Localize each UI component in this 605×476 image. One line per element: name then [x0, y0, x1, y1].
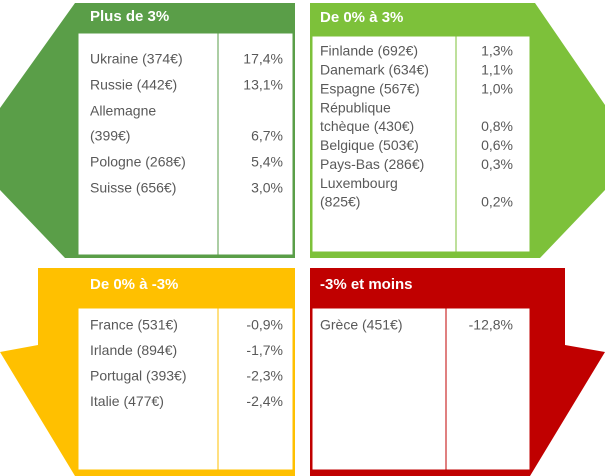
panel-box: [77, 307, 294, 471]
growth-value: 6,7%: [251, 128, 283, 144]
panel-box: [311, 35, 531, 253]
country-label: République: [320, 100, 391, 116]
country-label: Finlande (692€): [320, 43, 418, 59]
country-label: (399€): [90, 128, 130, 144]
panel-title: Plus de 3%: [90, 8, 169, 25]
country-label: Allemagne: [90, 103, 156, 119]
panel-box: [311, 307, 531, 471]
country-label: Luxembourg: [320, 175, 398, 191]
growth-value: 1,0%: [481, 81, 513, 97]
country-label: Danemark (634€): [320, 62, 429, 78]
country-label: Russie (442€): [90, 77, 177, 93]
country-label: Portugal (393€): [90, 368, 187, 384]
growth-value: 17,4%: [243, 51, 283, 67]
growth-value: 1,3%: [481, 43, 513, 59]
country-label: Suisse (656€): [90, 180, 176, 196]
panel-title: De 0% à -3%: [90, 276, 178, 293]
growth-value: -0,9%: [246, 317, 283, 333]
country-label: Pays-Bas (286€): [320, 156, 424, 172]
growth-value: 0,8%: [481, 118, 513, 134]
country-label: Espagne (567€): [320, 81, 420, 97]
growth-value: 0,6%: [481, 137, 513, 153]
country-label: Belgique (503€): [320, 137, 419, 153]
growth-value: 0,2%: [481, 194, 513, 210]
growth-value: -12,8%: [469, 317, 513, 333]
country-label: Italie (477€): [90, 393, 164, 409]
country-label: tchèque (430€): [320, 118, 414, 134]
country-label: Ukraine (374€): [90, 51, 183, 67]
growth-value: -2,4%: [246, 393, 283, 409]
country-label: (825€): [320, 194, 360, 210]
growth-value: 13,1%: [243, 77, 283, 93]
growth-value: -1,7%: [246, 342, 283, 358]
country-label: Irlande (894€): [90, 342, 177, 358]
country-label: Pologne (268€): [90, 154, 186, 170]
growth-value: 1,1%: [481, 62, 513, 78]
panel-title: De 0% à 3%: [320, 9, 403, 26]
panel-box: [77, 32, 294, 256]
country-label: France (531€): [90, 317, 178, 333]
growth-value: 3,0%: [251, 180, 283, 196]
growth-value: 0,3%: [481, 156, 513, 172]
growth-value: 5,4%: [251, 154, 283, 170]
panel-title: -3% et moins: [320, 276, 413, 293]
country-label: Grèce (451€): [320, 317, 402, 333]
growth-value: -2,3%: [246, 368, 283, 384]
